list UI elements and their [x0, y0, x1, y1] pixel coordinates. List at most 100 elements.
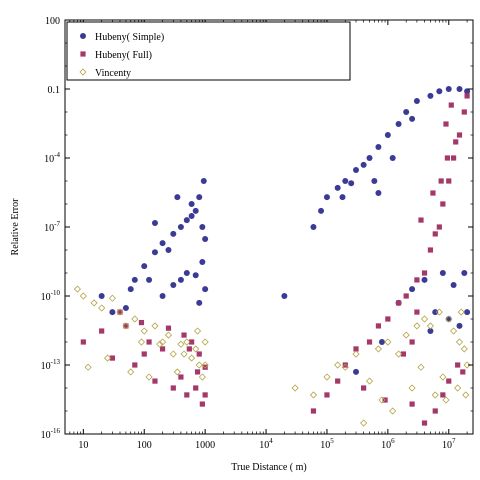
point-hubeny-full: [186, 346, 192, 352]
point-hubeny-simple: [98, 293, 105, 299]
point-vincenty: [309, 391, 318, 399]
point-hubeny-full: [400, 351, 407, 357]
point-hubeny-simple: [464, 309, 471, 316]
series-3: [73, 285, 471, 427]
point-hubeny-full: [403, 293, 409, 299]
point-hubeny-simple: [177, 224, 184, 230]
x-tick-label: 106: [381, 437, 395, 451]
point-vincenty: [463, 361, 471, 369]
point-hubeny-full: [438, 178, 444, 184]
point-vincenty: [291, 384, 299, 392]
point-vincenty: [450, 327, 458, 335]
legend-marker: [80, 51, 86, 57]
point-hubeny-full: [202, 392, 208, 398]
legend-marker: [79, 68, 87, 76]
point-hubeny-simple: [375, 190, 382, 197]
point-hubeny-simple: [445, 86, 452, 92]
point-hubeny-full: [361, 385, 367, 391]
point-hubeny-full: [418, 217, 424, 223]
point-vincenty: [420, 315, 429, 323]
point-vincenty: [195, 361, 203, 369]
y-tick-label: 100: [45, 16, 60, 27]
point-hubeny-full: [138, 319, 145, 326]
point-hubeny-simple: [183, 270, 190, 276]
point-vincenty: [389, 407, 397, 415]
point-hubeny-full: [123, 323, 129, 329]
x-tick-label: 100: [137, 440, 152, 451]
x-tick-label: 104: [259, 437, 273, 451]
point-hubeny-simple: [151, 249, 158, 256]
point-hubeny-full: [385, 316, 391, 322]
point-hubeny-full: [430, 190, 436, 196]
y-tick-label: 0.1: [48, 85, 61, 96]
point-hubeny-simple: [389, 155, 396, 161]
point-hubeny-simple: [183, 217, 190, 224]
point-vincenty: [374, 345, 382, 353]
y-tick-label: 10-16: [41, 427, 61, 441]
point-hubeny-full: [450, 155, 457, 161]
point-vincenty: [402, 331, 410, 339]
y-tick-label: 10-13: [41, 358, 61, 372]
x-tick-label: 107: [442, 437, 456, 451]
point-hubeny-simple: [427, 328, 434, 335]
point-vincenty: [384, 338, 392, 346]
point-vincenty: [122, 322, 130, 330]
point-hubeny-full: [184, 392, 190, 398]
point-vincenty: [454, 384, 462, 392]
point-hubeny-simple: [439, 270, 446, 276]
point-vincenty: [140, 327, 148, 335]
point-hubeny-simple: [188, 201, 195, 207]
point-hubeny-full: [178, 374, 184, 380]
point-hubeny-full: [342, 362, 348, 368]
point-vincenty: [73, 285, 81, 293]
point-vincenty: [365, 377, 374, 385]
point-hubeny-full: [427, 247, 434, 253]
point-hubeny-simple: [339, 194, 346, 201]
point-hubeny-full: [146, 339, 152, 345]
point-hubeny-full: [421, 420, 428, 426]
point-hubeny-simple: [342, 178, 349, 184]
point-hubeny-simple: [202, 286, 209, 293]
point-vincenty: [201, 361, 209, 369]
axis-ticks: 10 100 1000 104 105 106 107 100 0.1 10-4 10-7 10-10…: [41, 16, 473, 451]
point-vincenty: [378, 396, 386, 404]
point-hubeny-simple: [409, 286, 416, 293]
point-hubeny-simple: [353, 368, 360, 375]
legend-box: [66, 21, 351, 81]
point-vincenty: [408, 384, 416, 392]
point-hubeny-full: [366, 339, 373, 345]
point-hubeny-simple: [159, 240, 166, 247]
point-vincenty: [334, 361, 342, 369]
point-vincenty: [183, 338, 191, 346]
point-hubeny-simple: [165, 247, 172, 253]
point-hubeny-simple: [131, 276, 138, 283]
point-vincenty: [104, 354, 112, 362]
point-hubeny-simple: [445, 316, 452, 322]
point-hubeny-full: [202, 364, 208, 370]
point-hubeny-full: [196, 351, 202, 357]
point-vincenty: [156, 340, 164, 348]
point-hubeny-simple: [192, 272, 199, 279]
point-vincenty: [352, 350, 360, 358]
point-vincenty: [188, 354, 196, 362]
point-vincenty: [445, 315, 453, 323]
point-hubeny-full: [421, 270, 428, 276]
x-tick-label: 105: [320, 437, 334, 451]
point-hubeny-full: [432, 408, 438, 414]
point-vincenty: [462, 391, 470, 399]
point-vincenty: [442, 396, 450, 404]
point-vincenty: [201, 338, 209, 346]
point-hubeny-simple: [436, 88, 443, 95]
point-hubeny-simple: [413, 98, 420, 105]
point-vincenty: [457, 308, 465, 316]
point-hubeny-full: [353, 346, 359, 352]
point-hubeny-full: [461, 109, 467, 115]
point-hubeny-simple: [395, 121, 402, 128]
point-vincenty: [84, 363, 92, 371]
point-hubeny-simple: [122, 305, 129, 312]
point-hubeny-full: [194, 369, 201, 375]
point-hubeny-simple: [427, 92, 434, 99]
series-1: [98, 86, 471, 375]
point-hubeny-simple: [310, 224, 317, 230]
